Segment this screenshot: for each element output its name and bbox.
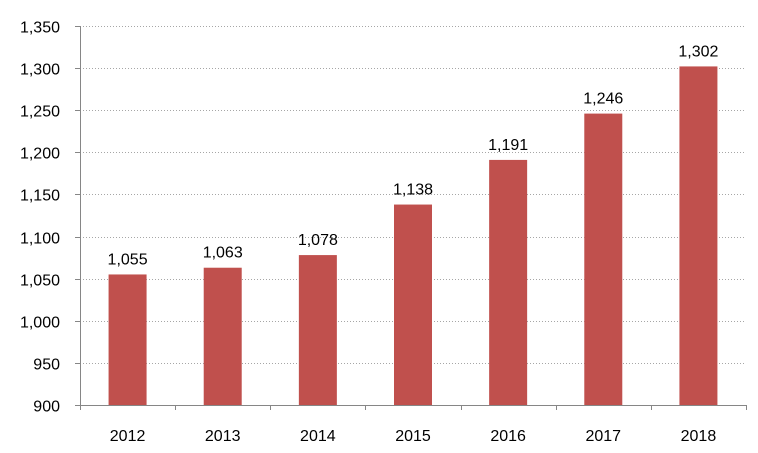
data-label-2017: 1,246 [583, 91, 623, 108]
data-label-2015: 1,138 [393, 182, 433, 199]
x-tick-label-2012: 2012 [110, 428, 146, 445]
bar-2015 [394, 204, 432, 405]
bar-2018 [679, 66, 718, 405]
y-tick-label: 1,150 [20, 188, 60, 205]
labels: 900 950 1,000 1,050 1,100 1,150 1,200 1,250 1,30… [20, 20, 719, 446]
y-tick-label: 1,100 [20, 231, 60, 248]
data-label-2012: 1,055 [108, 251, 148, 268]
grid-lines [80, 26, 746, 364]
data-label-2018: 1,302 [678, 43, 718, 60]
bar-2014 [298, 255, 337, 405]
axes [75, 26, 747, 410]
bars [108, 66, 718, 405]
y-tick-label: 1,050 [20, 273, 60, 290]
data-label-2014: 1,078 [298, 232, 338, 249]
bar-2017 [584, 113, 623, 405]
x-tick-label-2017: 2017 [585, 428, 621, 445]
y-tick-label: 1,350 [20, 20, 60, 37]
y-tick-label: 1,000 [20, 315, 60, 332]
bar-2013 [203, 267, 242, 405]
bar-2012 [108, 274, 147, 405]
x-tick-label-2014: 2014 [300, 428, 336, 445]
y-tick-label: 1,300 [20, 62, 60, 79]
bar-2016 [489, 159, 528, 405]
data-label-2013: 1,063 [203, 245, 243, 262]
data-label-2016: 1,191 [488, 137, 528, 154]
y-tick-label: 900 [33, 399, 60, 416]
x-tick-label-2016: 2016 [490, 428, 526, 445]
y-tick-label: 1,250 [20, 104, 60, 121]
x-tick-label-2015: 2015 [395, 428, 431, 445]
x-tick-label-2018: 2018 [681, 428, 717, 445]
y-tick-label: 950 [33, 357, 60, 374]
y-tick-label: 1,200 [20, 146, 60, 163]
x-tick-label-2013: 2013 [205, 428, 241, 445]
